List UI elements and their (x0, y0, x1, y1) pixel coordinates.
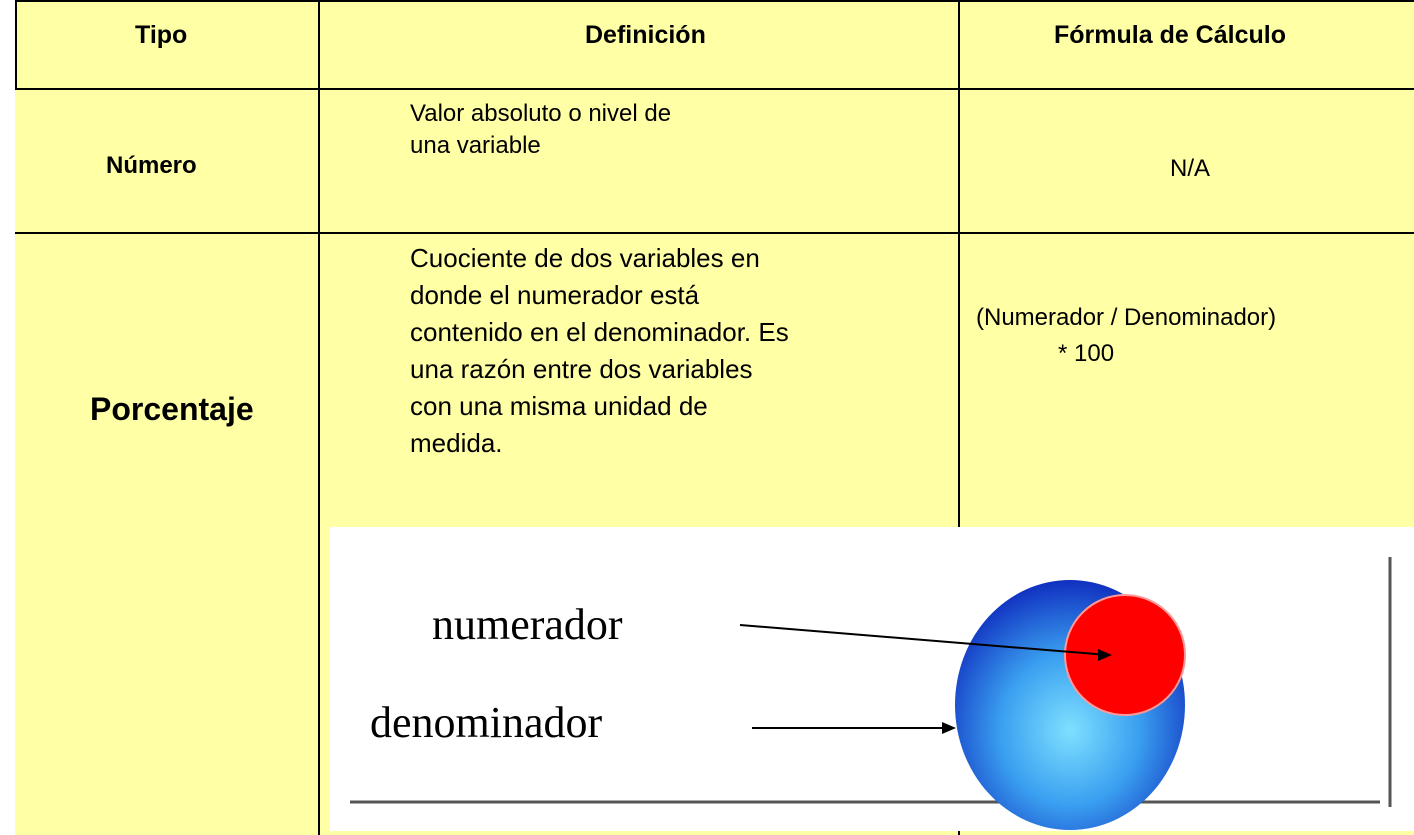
text-line: con una misma unidad de (410, 391, 708, 421)
formula: (Numerador / Denominador) * 100 (976, 300, 1276, 372)
diagram: numerador denominador (330, 527, 1414, 831)
text-line: medida. (410, 428, 503, 458)
text-line: Cuociente de dos variables en (410, 243, 760, 273)
table-cell (15, 232, 320, 835)
arrow (739, 624, 1109, 656)
numerator-circle (1064, 594, 1186, 716)
header-cell (318, 2, 960, 90)
table-cell (958, 88, 1414, 234)
arrow-head (1098, 649, 1112, 661)
header-cell (17, 2, 320, 90)
arrow-head (942, 722, 956, 734)
text-line: donde el numerador está (410, 280, 700, 310)
formula: N/A (1170, 153, 1210, 185)
text-line: (Numerador / Denominador) (976, 304, 1277, 331)
text-line: una razón entre dos variables (410, 354, 753, 384)
definition: Cuociente de dos variables en donde el nu… (410, 240, 789, 462)
header-cell (958, 2, 1414, 90)
text-line: una variable (410, 132, 541, 159)
diagram-background (330, 527, 1414, 831)
text-line: Valor absoluto o nivel de (410, 100, 672, 127)
text-line: contenido en el denominador. Es (410, 317, 789, 347)
text-line: N/A (1170, 155, 1211, 182)
column-header: Fórmula de Cálculo (1054, 21, 1286, 49)
definition: Valor absoluto o nivel de una variable (410, 98, 671, 162)
diagram-label: denominador (370, 698, 603, 747)
diagram-label: numerador (432, 600, 623, 649)
column-header: Tipo (135, 21, 188, 49)
row-type: Número (106, 152, 197, 179)
row-type: Porcentaje (90, 391, 254, 427)
table-cell (15, 88, 320, 234)
text-line: * 100 (1058, 340, 1115, 367)
column-header: Definición (585, 21, 706, 49)
table-cell (318, 88, 960, 234)
